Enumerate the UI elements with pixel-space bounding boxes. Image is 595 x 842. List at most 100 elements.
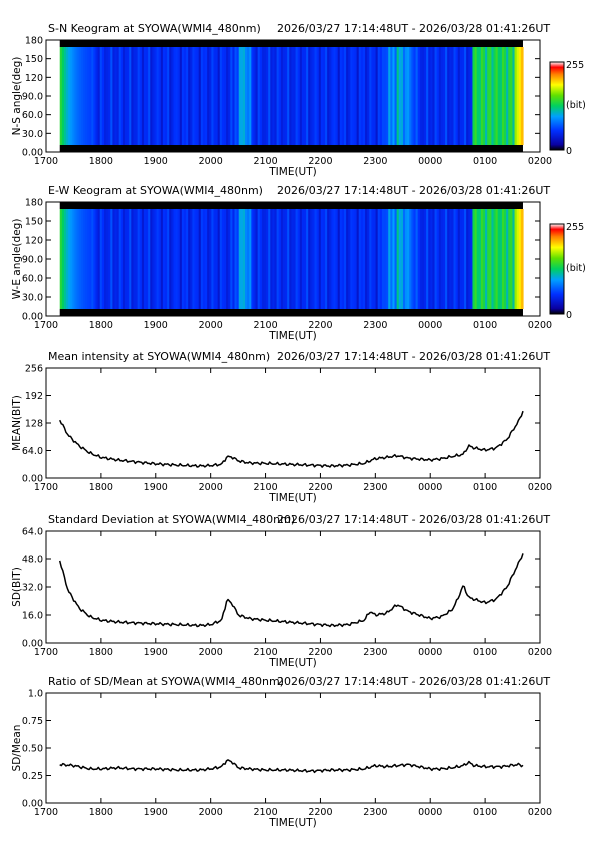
x-tick-label: 1800: [89, 647, 113, 658]
keogram-column: [499, 47, 503, 145]
panel-title: E-W Keogram at SYOWA(WMI4_480nm): [48, 184, 263, 197]
keogram-column: [82, 209, 86, 309]
x-tick-label: 2100: [253, 482, 277, 493]
keogram-column: [80, 209, 84, 309]
keogram-column: [377, 47, 381, 145]
keogram-column: [141, 209, 145, 309]
keogram-column: [314, 209, 318, 309]
keogram-column: [95, 209, 99, 309]
keogram-column: [245, 47, 248, 145]
keogram-column: [242, 209, 246, 309]
x-tick-label: 0200: [528, 807, 552, 818]
keogram-column: [417, 209, 421, 309]
keogram-column: [478, 209, 482, 309]
keogram-column: [61, 47, 65, 145]
keogram-column: [133, 47, 137, 145]
keogram-column: [259, 47, 263, 145]
keogram-column: [287, 47, 290, 145]
keogram-column: [487, 47, 490, 145]
keogram-column: [240, 209, 244, 309]
keogram-mask-bottom: [59, 309, 523, 316]
keogram-column: [373, 47, 377, 145]
keogram-column: [211, 47, 215, 145]
keogram-column: [223, 209, 227, 309]
keogram-column: [432, 47, 436, 145]
keogram-column: [234, 209, 238, 309]
x-tick-label: 1700: [34, 482, 58, 493]
keogram-column: [301, 209, 305, 309]
keogram-column: [320, 209, 324, 309]
keogram-column: [70, 47, 73, 145]
x-tick-label: 2300: [363, 156, 387, 167]
keogram-column: [135, 47, 139, 145]
keogram-column: [190, 209, 193, 309]
panel-5: Ratio of SD/Mean at SYOWA(WMI4_480nm)202…: [11, 675, 552, 829]
keogram-column: [76, 209, 80, 309]
panel-title: Standard Deviation at SYOWA(WMI4_480nm): [48, 513, 295, 526]
keogram-column: [270, 209, 274, 309]
keogram-column: [285, 47, 288, 145]
x-tick-label: 0000: [418, 807, 442, 818]
keogram-mask-bottom: [59, 145, 523, 152]
keogram-column: [333, 47, 337, 145]
keogram-column: [287, 209, 290, 309]
keogram-column: [63, 47, 67, 145]
keogram-column: [97, 209, 101, 309]
keogram-column: [464, 209, 467, 309]
x-tick-label: 2000: [199, 647, 223, 658]
keogram-column: [127, 209, 130, 309]
keogram-column: [301, 47, 305, 145]
keogram-column: [266, 209, 269, 309]
keogram-column: [66, 47, 69, 145]
x-tick-label: 1700: [34, 156, 58, 167]
keogram-column: [158, 47, 162, 145]
keogram-column: [371, 209, 375, 309]
keogram-column: [249, 47, 252, 145]
keogram-column: [255, 209, 259, 309]
keogram-column: [504, 47, 507, 145]
keogram-column: [367, 209, 370, 309]
keogram-column: [352, 47, 356, 145]
keogram-column: [196, 209, 200, 309]
keogram-column: [143, 209, 147, 309]
keogram-column: [426, 209, 429, 309]
keogram-column: [455, 209, 459, 309]
keogram-column: [306, 209, 309, 309]
x-tick-label: 2100: [253, 320, 277, 331]
x-tick-label: 0000: [418, 482, 442, 493]
keogram-column: [188, 209, 191, 309]
keogram-column: [419, 209, 423, 309]
x-tick-label: 2200: [308, 807, 332, 818]
keogram-column: [59, 209, 63, 309]
keogram-column: [108, 47, 111, 145]
keogram-column: [445, 209, 448, 309]
keogram-column: [318, 209, 322, 309]
keogram-column: [280, 47, 284, 145]
keogram-column: [424, 47, 427, 145]
keogram-column: [501, 209, 505, 309]
keogram-column: [131, 47, 135, 145]
keogram-column: [358, 209, 362, 309]
keogram-column: [156, 47, 160, 145]
keogram-column: [253, 47, 257, 145]
keogram-column: [133, 209, 137, 309]
keogram-column: [392, 209, 396, 309]
keogram-column: [116, 209, 120, 309]
keogram-column: [514, 47, 518, 145]
panel-title: Ratio of SD/Mean at SYOWA(WMI4_480nm): [48, 675, 284, 688]
keogram-column: [228, 209, 231, 309]
x-tick-label: 2000: [199, 156, 223, 167]
keogram-column: [377, 209, 381, 309]
keogram-column: [369, 209, 372, 309]
keogram-column: [156, 209, 160, 309]
keogram-column: [215, 209, 219, 309]
keogram-column: [308, 209, 311, 309]
keogram-column: [350, 47, 354, 145]
keogram-column: [436, 209, 440, 309]
x-tick-label: 1900: [144, 320, 168, 331]
keogram-column: [236, 209, 240, 309]
panel-4: Standard Deviation at SYOWA(WMI4_480nm) 2…: [11, 513, 552, 669]
keogram-column: [362, 209, 366, 309]
keogram-column: [190, 47, 193, 145]
keogram-column: [209, 209, 212, 309]
